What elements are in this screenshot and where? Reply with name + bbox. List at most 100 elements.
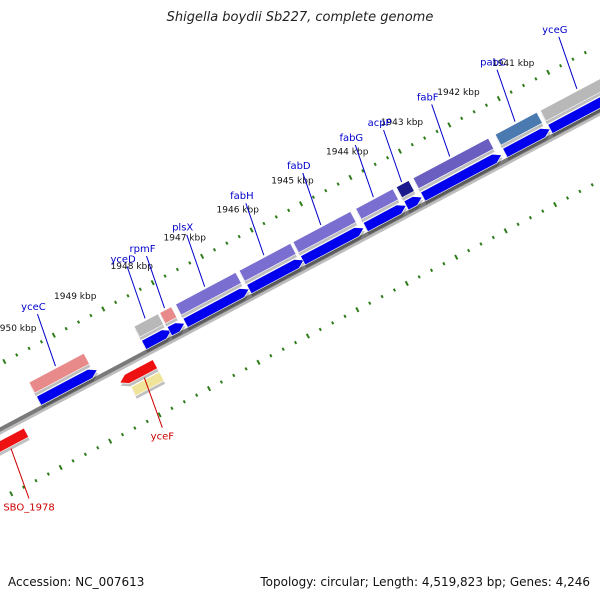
cds-fabh[interactable] bbox=[246, 259, 305, 295]
inner-tick bbox=[331, 321, 335, 325]
gene-leader-line bbox=[126, 266, 146, 319]
inner-tick bbox=[417, 275, 421, 279]
gene-leader-line bbox=[186, 234, 206, 287]
cds-acpp[interactable] bbox=[403, 196, 423, 211]
gene-label-fabd[interactable]: fabD bbox=[287, 161, 311, 172]
gene-label-yceg[interactable]: yceG bbox=[542, 25, 567, 36]
outer-tick bbox=[200, 253, 205, 260]
gene-leader-line bbox=[354, 144, 374, 198]
gene-leader-line bbox=[558, 36, 578, 89]
inner-tick bbox=[590, 183, 594, 187]
gene-ycec[interactable] bbox=[28, 352, 90, 394]
gene-label-fabf[interactable]: fabF bbox=[417, 92, 439, 103]
outer-tick bbox=[435, 129, 439, 134]
gene-label-yced[interactable]: yceD bbox=[110, 254, 136, 265]
gene-yced[interactable] bbox=[133, 313, 165, 338]
position-label: 1948 kbp bbox=[111, 262, 154, 272]
position-label: 1945 kbp bbox=[271, 176, 314, 186]
cds-pabc[interactable] bbox=[502, 128, 551, 158]
gene-fabg[interactable] bbox=[355, 188, 399, 220]
inner-tick bbox=[368, 301, 372, 305]
inner-tick bbox=[454, 254, 459, 260]
outer-tick-track bbox=[2, 50, 587, 365]
outer-tick bbox=[460, 116, 464, 121]
inner-tick bbox=[392, 288, 397, 292]
outer-tick bbox=[385, 155, 390, 160]
outer-tick bbox=[262, 221, 266, 226]
inner-tick bbox=[503, 228, 508, 234]
inner-tick bbox=[429, 268, 434, 273]
gene-label-plsx[interactable]: plsX bbox=[172, 223, 193, 234]
cds-fabf[interactable] bbox=[420, 153, 503, 202]
gene-label-sbo_1978[interactable]: SBO_1978 bbox=[3, 503, 54, 514]
inner-tick bbox=[404, 280, 409, 287]
position-label: 1946 kbp bbox=[217, 206, 260, 216]
outer-tick bbox=[15, 353, 19, 357]
inner-tick bbox=[46, 472, 50, 476]
cds-yced[interactable] bbox=[141, 329, 172, 350]
gene-label-rpmf[interactable]: rpmF bbox=[130, 244, 156, 255]
inner-tick bbox=[206, 385, 212, 392]
gene-label-ycef[interactable]: yceF bbox=[151, 432, 175, 443]
cds-yceg[interactable] bbox=[547, 87, 600, 134]
cds-rpmf[interactable] bbox=[166, 322, 186, 337]
outer-tick bbox=[188, 261, 192, 265]
gene-leader-line bbox=[496, 69, 516, 122]
outer-tick bbox=[496, 95, 501, 102]
inner-tick bbox=[479, 242, 483, 246]
gene-leader-line bbox=[302, 172, 322, 226]
cds-fabd[interactable] bbox=[300, 227, 365, 266]
inner-tick bbox=[96, 445, 100, 450]
outer-tick bbox=[509, 90, 513, 94]
gene-ycef-feature[interactable] bbox=[130, 371, 165, 397]
inner-tick bbox=[120, 432, 125, 437]
backbone-shadow bbox=[0, 111, 600, 435]
outer-tick bbox=[138, 287, 142, 292]
gene-leader-line bbox=[431, 104, 451, 157]
cds-fabg[interactable] bbox=[362, 204, 407, 233]
accession-text: Accession: NC_007613 bbox=[8, 575, 145, 589]
outer-tick bbox=[27, 346, 31, 351]
outer-tick bbox=[2, 358, 7, 365]
cds-sbo_1978[interactable] bbox=[0, 427, 30, 457]
outer-tick bbox=[361, 169, 365, 173]
gene-leader-line bbox=[10, 448, 30, 499]
outer-tick bbox=[571, 57, 575, 61]
outer-tick bbox=[298, 201, 304, 207]
gene-pabc[interactable] bbox=[494, 111, 543, 146]
cds-ycec[interactable] bbox=[36, 368, 98, 406]
gene-fabd[interactable] bbox=[292, 211, 357, 254]
position-label: 1943 kbp bbox=[381, 118, 424, 128]
gene-label-acpp[interactable]: acpP bbox=[368, 118, 392, 129]
cds-ycef[interactable] bbox=[119, 359, 158, 384]
inner-tick bbox=[71, 459, 75, 463]
gene-yceg[interactable] bbox=[539, 71, 600, 122]
gene-fabf[interactable] bbox=[412, 137, 495, 190]
gene-label-fabh[interactable]: fabH bbox=[230, 191, 254, 202]
gene-leader-line bbox=[383, 129, 403, 183]
inner-tick-track bbox=[9, 183, 594, 497]
gene-rpmf[interactable] bbox=[159, 306, 178, 324]
inner-tick bbox=[565, 196, 570, 200]
gene-leader-line bbox=[146, 255, 165, 309]
inner-tick bbox=[528, 215, 533, 220]
map-title: Shigella boydii Sb227, complete genome bbox=[166, 10, 434, 25]
gene-label-fabg[interactable]: fabG bbox=[339, 133, 363, 144]
position-label: 1941 kbp bbox=[492, 59, 535, 69]
gene-label-pabc[interactable]: pabC bbox=[480, 58, 506, 69]
outer-tick bbox=[237, 234, 241, 239]
gene-leader-line bbox=[245, 203, 265, 256]
position-label: 1949 kbp bbox=[54, 292, 97, 302]
cds-plsx[interactable] bbox=[182, 288, 250, 328]
gene-fabh[interactable] bbox=[238, 242, 297, 282]
cds-features bbox=[0, 87, 600, 457]
genome-backbone bbox=[0, 108, 600, 435]
gene-plsx[interactable] bbox=[175, 272, 242, 316]
inner-tick bbox=[22, 485, 26, 489]
outer-tick bbox=[472, 109, 476, 114]
outer-tick bbox=[546, 69, 551, 75]
inner-tick bbox=[467, 248, 471, 253]
gene-label-ycec[interactable]: yceC bbox=[21, 302, 46, 313]
gene-acpp[interactable] bbox=[395, 180, 415, 199]
